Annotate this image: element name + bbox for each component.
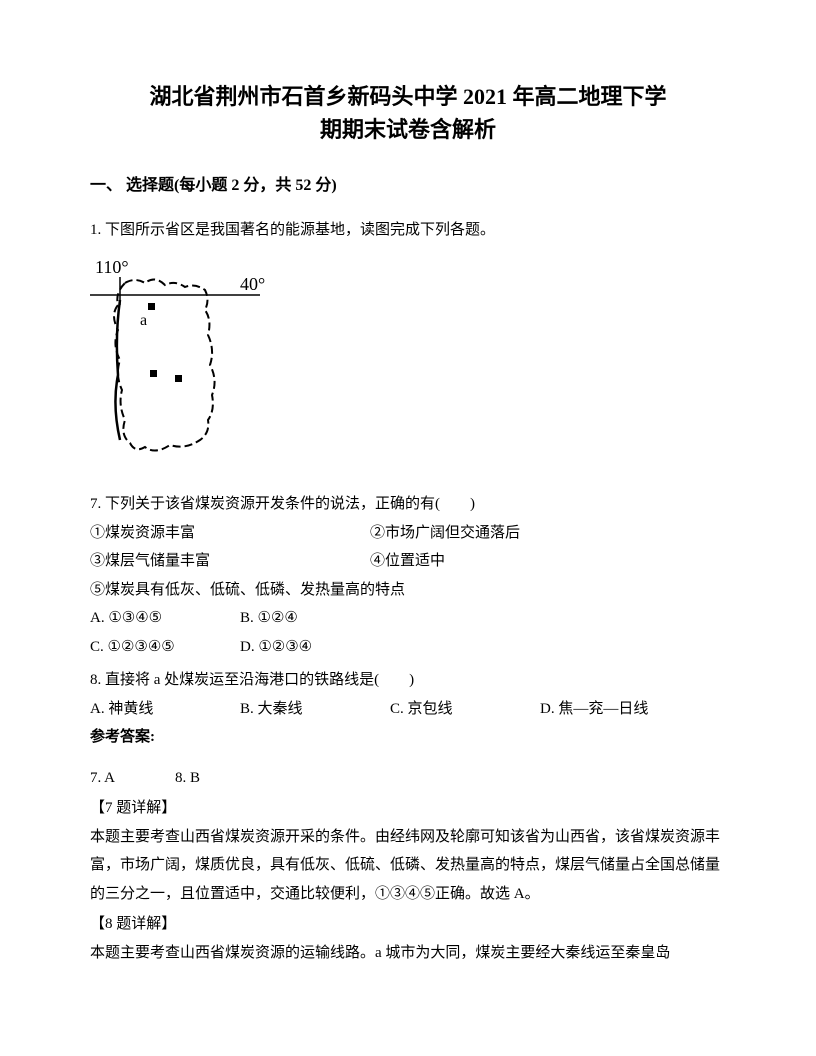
explanation-7-text: 本题主要考查山西省煤炭资源开采的条件。由经纬网及轮廓可知该省为山西省，该省煤炭资… [90, 823, 726, 909]
city-label-a: a [140, 312, 147, 329]
q7-items-row2: ③煤层气储量丰富 ④位置适中 [90, 547, 726, 576]
city-marker-3 [175, 375, 182, 382]
city-marker-a [148, 303, 155, 310]
longitude-label: 110° [95, 257, 129, 277]
answer-header: 参考答案: [90, 723, 726, 752]
question-1-intro: 1. 下图所示省区是我国著名的能源基地，读图完成下列各题。 [90, 216, 726, 245]
province-outline [114, 279, 215, 450]
q7-item-5: ⑤煤炭具有低灰、低硫、低磷、发热量高的特点 [90, 576, 726, 605]
q8-options: A. 神黄线 B. 大秦线 C. 京包线 D. 焦—兖—日线 [90, 695, 726, 724]
q7-options-row1: A. ①③④⑤ B. ①②④ [90, 604, 726, 633]
q7-options-row2: C. ①②③④⑤ D. ①②③④ [90, 633, 726, 662]
answer-7: 7. A [90, 764, 115, 793]
q7-items-row1: ①煤炭资源丰富 ②市场广阔但交通落后 [90, 519, 726, 548]
q8-option-b: B. 大秦线 [240, 695, 390, 724]
document-title: 湖北省荆州市石首乡新码头中学 2021 年高二地理下学 期期末试卷含解析 [90, 80, 726, 146]
map-diagram: 110° 40° a [90, 255, 726, 476]
q7-option-a: A. ①③④⑤ [90, 604, 240, 633]
question-8-text: 8. 直接将 a 处煤炭运至沿海港口的铁路线是( ) [90, 666, 726, 695]
q7-item-3: ③煤层气储量丰富 [90, 547, 370, 576]
question-7-text: 7. 下列关于该省煤炭资源开发条件的说法，正确的有( ) [90, 490, 726, 519]
q7-option-c: C. ①②③④⑤ [90, 633, 240, 662]
answer-8: 8. B [175, 764, 200, 793]
q7-item-1: ①煤炭资源丰富 [90, 519, 370, 548]
q7-option-b: B. ①②④ [240, 604, 390, 633]
explanation-7-title: 【7 题详解】 [90, 794, 726, 823]
city-marker-2 [150, 370, 157, 377]
q7-item-2: ②市场广阔但交通落后 [370, 519, 520, 548]
q8-option-d: D. 焦—兖—日线 [540, 695, 690, 724]
title-line-1: 湖北省荆州市石首乡新码头中学 2021 年高二地理下学 [90, 80, 726, 113]
title-line-2: 期期末试卷含解析 [90, 113, 726, 146]
q8-option-a: A. 神黄线 [90, 695, 240, 724]
q8-option-c: C. 京包线 [390, 695, 540, 724]
explanation-8-title: 【8 题详解】 [90, 910, 726, 939]
answer-values: 7. A 8. B [90, 764, 726, 793]
west-border [115, 300, 120, 440]
q7-item-4: ④位置适中 [370, 547, 445, 576]
section-header: 一、 选择题(每小题 2 分，共 52 分) [90, 171, 726, 201]
explanation-8-text: 本题主要考查山西省煤炭资源的运输线路。a 城市为大同，煤炭主要经大秦线运至秦皇岛 [90, 939, 726, 968]
latitude-label: 40° [240, 274, 265, 294]
q7-option-d: D. ①②③④ [240, 633, 390, 662]
